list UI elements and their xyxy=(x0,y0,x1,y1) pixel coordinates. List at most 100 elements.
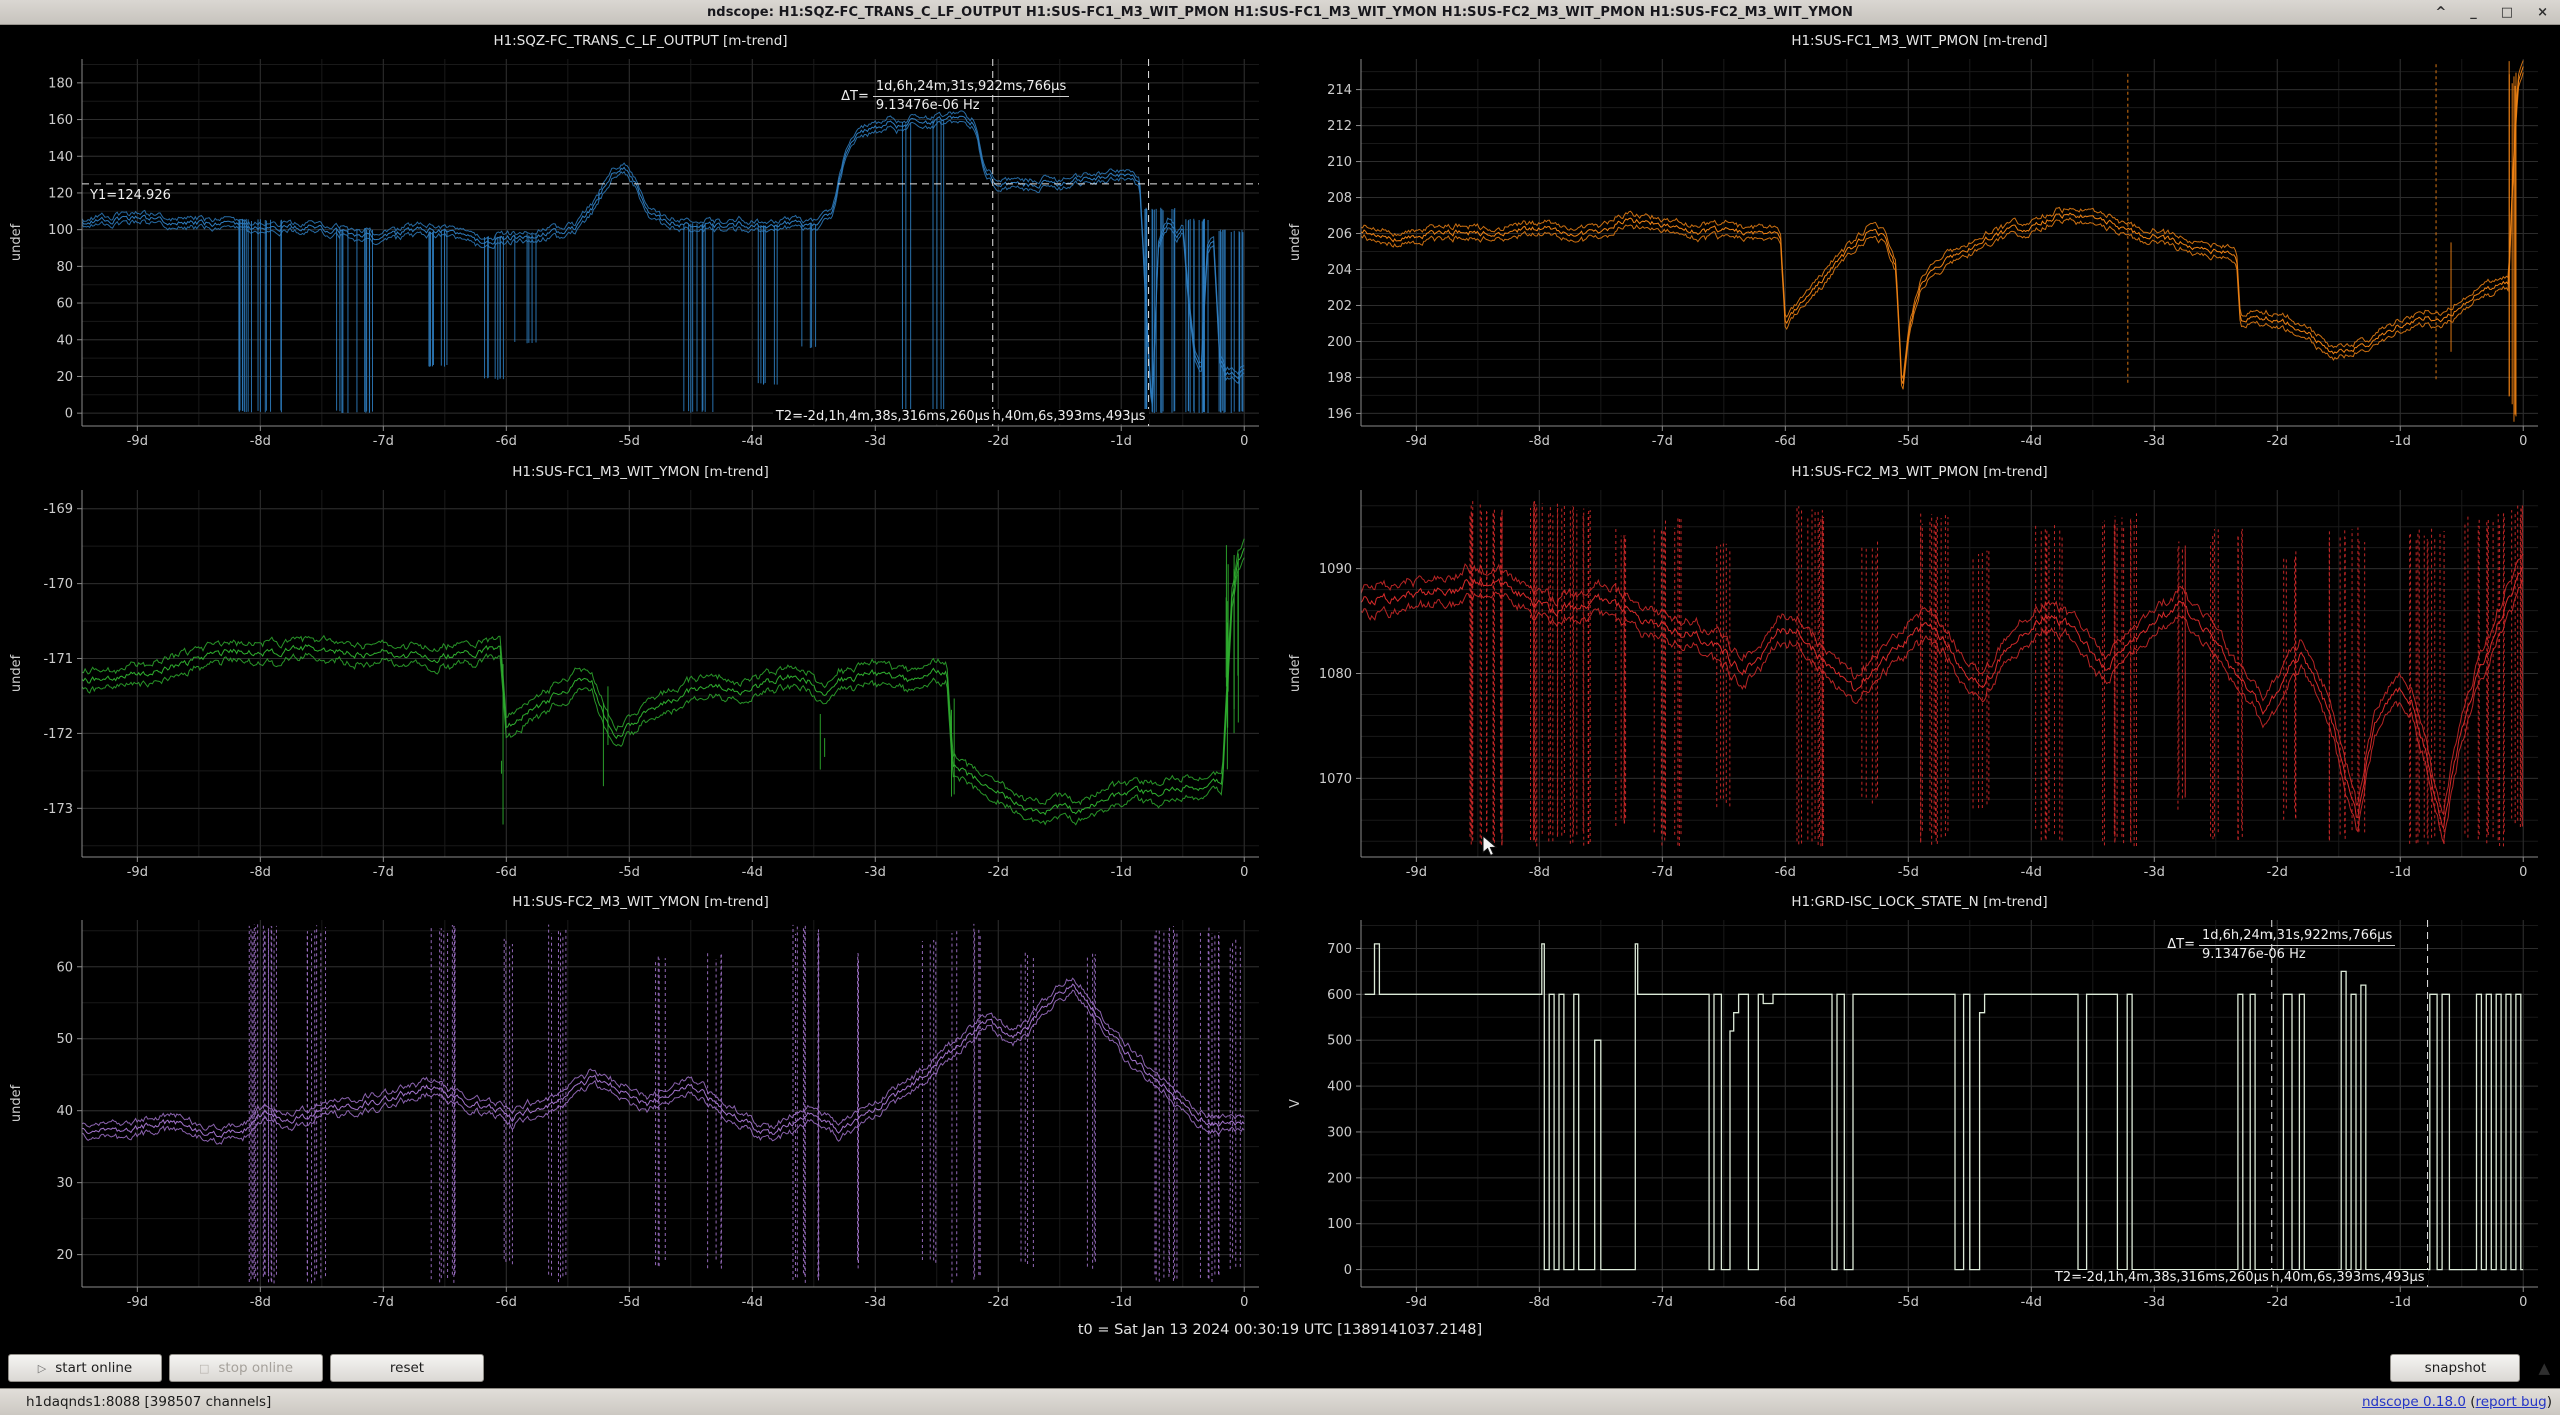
svg-text:180: 180 xyxy=(48,76,73,91)
svg-text:-3d: -3d xyxy=(865,865,886,880)
y-axis-label: undef xyxy=(9,223,24,261)
svg-text:-4d: -4d xyxy=(2021,1295,2042,1310)
svg-text:140: 140 xyxy=(48,150,73,165)
svg-text:200: 200 xyxy=(1327,1172,1352,1187)
svg-text:-8d: -8d xyxy=(1529,1295,1550,1310)
svg-text:-2d: -2d xyxy=(2267,1295,2288,1310)
start-online-label: start online xyxy=(55,1360,133,1376)
plot-sus-fc2-m3-wit-pmon: H1:SUS-FC2_M3_WIT_PMON [m-trend] -9d -8d -… xyxy=(1285,456,2554,887)
plot-title: H1:SUS-FC2_M3_WIT_YMON [m-trend] xyxy=(512,894,769,911)
svg-text:-2d: -2d xyxy=(988,1295,1009,1310)
svg-text:-5d: -5d xyxy=(619,434,640,449)
svg-text:-9d: -9d xyxy=(1406,865,1427,880)
svg-text:1080: 1080 xyxy=(1319,667,1352,682)
svg-text:80: 80 xyxy=(56,260,73,275)
maximize-icon[interactable]: □ xyxy=(2500,4,2514,20)
report-bug-link[interactable]: report bug xyxy=(2475,1394,2547,1410)
plot-canvas-sus-fc2-m3-wit-ymon[interactable]: -9d -8d -7d -6d -5d -4d -3d -2d -1d 0 20 30 40 50 60 un… xyxy=(6,912,1275,1315)
svg-text:600: 600 xyxy=(1327,988,1352,1003)
y-axis-label: undef xyxy=(9,1085,24,1123)
t2-cursor-label: T2=-2d,1h,4m,38s,316ms,260µs xyxy=(2051,1269,2272,1285)
svg-text:60: 60 xyxy=(56,297,73,312)
stop-online-button[interactable]: □ stop online xyxy=(169,1354,323,1382)
svg-text:700: 700 xyxy=(1327,942,1352,957)
plot-area[interactable]: -9d -8d -7d -6d -5d -4d -3d -2d -1d 0 196 198 200 202… xyxy=(1285,51,2554,454)
svg-text:-7d: -7d xyxy=(1652,1295,1673,1310)
svg-text:206: 206 xyxy=(1327,227,1352,242)
plot-sqz-fc-trans-c-lf-output: H1:SQZ-FC_TRANS_C_LF_OUTPUT [m-trend] -9… xyxy=(6,25,1275,456)
controls-row: ▷ start online □ stop online reset snaps… xyxy=(8,1353,2552,1383)
svg-text:-5d: -5d xyxy=(1898,1295,1919,1310)
plot-canvas-sus-fc2-m3-wit-pmon[interactable]: -9d -8d -7d -6d -5d -4d -3d -2d -1d 0 1070 1080 1090… xyxy=(1285,482,2554,885)
plot-sus-fc1-m3-wit-pmon: H1:SUS-FC1_M3_WIT_PMON [m-trend] -9d -8d -… xyxy=(1285,25,2554,456)
svg-text:-5d: -5d xyxy=(619,1295,640,1310)
svg-text:300: 300 xyxy=(1327,1126,1352,1141)
plot-title: H1:SUS-FC1_M3_WIT_PMON [m-trend] xyxy=(1791,33,2048,49)
plot-title: H1:GRD-ISC_LOCK_STATE_N [m-trend] xyxy=(1791,894,2048,911)
svg-text:-7d: -7d xyxy=(373,865,394,880)
svg-text:-4d: -4d xyxy=(742,1295,763,1310)
shade-icon[interactable]: ^ xyxy=(2435,4,2447,20)
plot-canvas-grd-isc-lock-state-n[interactable]: -9d -8d -7d -6d -5d -4d -3d -2d -1d 0 0 100 200 300 40… xyxy=(1285,912,2554,1315)
plot-title: H1:SQZ-FC_TRANS_C_LF_OUTPUT [m-trend] xyxy=(493,33,788,49)
ndscope-version-link[interactable]: ndscope 0.18.0 xyxy=(2361,1394,2466,1410)
svg-text:30: 30 xyxy=(56,1176,73,1191)
svg-text:0: 0 xyxy=(1240,865,1248,880)
svg-text:-2d: -2d xyxy=(2267,434,2288,449)
svg-text:-1d: -1d xyxy=(2390,865,2411,880)
svg-text:-9d: -9d xyxy=(1406,434,1427,449)
svg-text:0: 0 xyxy=(1240,1295,1248,1310)
svg-text:-1d: -1d xyxy=(2390,1295,2411,1310)
svg-text:-172: -172 xyxy=(43,727,73,742)
svg-text:0: 0 xyxy=(1240,434,1248,449)
svg-text:20: 20 xyxy=(56,1248,73,1263)
close-icon[interactable]: × xyxy=(2537,4,2548,20)
svg-text:-4d: -4d xyxy=(742,434,763,449)
svg-text:1090: 1090 xyxy=(1319,562,1352,577)
svg-text:20: 20 xyxy=(56,370,73,385)
reset-label: reset xyxy=(389,1360,425,1376)
svg-text:-3d: -3d xyxy=(2144,434,2165,449)
svg-text:-9d: -9d xyxy=(127,434,148,449)
plot-title: H1:SUS-FC1_M3_WIT_YMON [m-trend] xyxy=(512,463,769,480)
svg-text:-2d: -2d xyxy=(988,434,1009,449)
svg-text:-7d: -7d xyxy=(373,1295,394,1310)
reset-button[interactable]: reset xyxy=(330,1354,484,1382)
delta-t-annotation: ΔT= 1d,6h,24m,31s,922ms,766µs 9.13476e-06 … xyxy=(2167,928,2396,964)
start-online-button[interactable]: ▷ start online xyxy=(8,1354,162,1382)
svg-text:-1d: -1d xyxy=(1111,1295,1132,1310)
plot-title: H1:SUS-FC2_M3_WIT_PMON [m-trend] xyxy=(1791,463,2048,480)
plot-area[interactable]: -9d -8d -7d -6d -5d -4d -3d -2d -1d 0 0 100 200 300 40… xyxy=(1285,912,2554,1315)
plot-grd-isc-lock-state-n: H1:GRD-ISC_LOCK_STATE_N [m-trend] -9d -8d… xyxy=(1285,886,2554,1317)
plot-grid: H1:SQZ-FC_TRANS_C_LF_OUTPUT [m-trend] -9… xyxy=(6,25,2554,1317)
plot-area[interactable]: -9d -8d -7d -6d -5d -4d -3d -2d -1d 0 0 20 40 60 80 100… xyxy=(6,51,1275,454)
svg-text:-2d: -2d xyxy=(988,865,1009,880)
svg-text:-3d: -3d xyxy=(865,1295,886,1310)
plot-canvas-sus-fc1-m3-wit-ymon[interactable]: -9d -8d -7d -6d -5d -4d -3d -2d -1d 0 -169 -170 -171… xyxy=(6,482,1275,885)
minimize-icon[interactable]: _ xyxy=(2470,4,2477,20)
plot-area[interactable]: -9d -8d -7d -6d -5d -4d -3d -2d -1d 0 -169 -170 -171… xyxy=(6,482,1275,885)
y1-cursor-label: Y1=124.926 xyxy=(90,187,171,203)
cursor-lines xyxy=(82,59,1259,426)
svg-text:-3d: -3d xyxy=(2144,865,2165,880)
expand-panel-icon[interactable]: ▲ xyxy=(2538,1359,2550,1377)
y-axis-label: undef xyxy=(9,654,24,692)
snapshot-button[interactable]: snapshot xyxy=(2390,1354,2521,1382)
svg-text:-1d: -1d xyxy=(1111,434,1132,449)
svg-text:-169: -169 xyxy=(43,502,73,517)
svg-text:60: 60 xyxy=(56,961,73,976)
svg-text:0: 0 xyxy=(2519,434,2527,449)
plot-canvas-sus-fc1-m3-wit-pmon[interactable]: -9d -8d -7d -6d -5d -4d -3d -2d -1d 0 196 198 200 202… xyxy=(1285,51,2554,454)
svg-text:-8d: -8d xyxy=(1529,865,1550,880)
plot-area[interactable]: -9d -8d -7d -6d -5d -4d -3d -2d -1d 0 1070 1080 1090… xyxy=(1285,482,2554,885)
svg-text:-6d: -6d xyxy=(496,434,517,449)
plot-area[interactable]: -9d -8d -7d -6d -5d -4d -3d -2d -1d 0 20 30 40 50 60 un… xyxy=(6,912,1275,1315)
svg-text:400: 400 xyxy=(1327,1080,1352,1095)
svg-text:-6d: -6d xyxy=(496,1295,517,1310)
svg-text:-4d: -4d xyxy=(2021,865,2042,880)
plot-canvas-sqz-fc-trans-c-lf-output[interactable]: -9d -8d -7d -6d -5d -4d -3d -2d -1d 0 0 20 40 60 80 100… xyxy=(6,51,1275,454)
window-titlebar[interactable]: ndscope: H1:SQZ-FC_TRANS_C_LF_OUTPUT H1:… xyxy=(0,0,2560,25)
svg-text:-5d: -5d xyxy=(619,865,640,880)
trace-sus-fc1-m3-wit-pmon xyxy=(1361,60,2524,422)
svg-text:200: 200 xyxy=(1327,335,1352,350)
